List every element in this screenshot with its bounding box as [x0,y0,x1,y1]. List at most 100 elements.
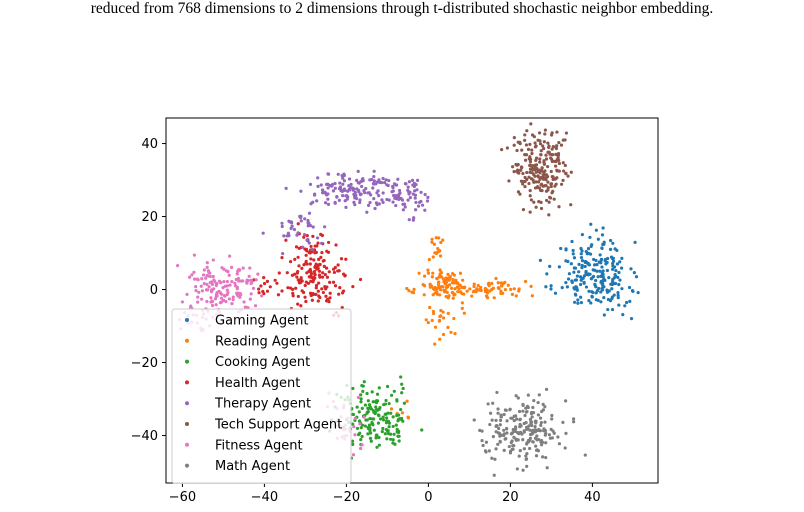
point-math-agent [497,426,501,431]
point-math-agent [488,422,492,427]
point-therapy-agent [372,179,376,183]
point-reading-agent [490,281,494,286]
point-cooking-agent [386,429,390,433]
point-math-agent [481,443,485,448]
point-reading-agent [423,274,427,278]
point-tech-support-agent [551,175,555,179]
point-cooking-agent [359,393,363,397]
legend-label: Therapy Agent [214,397,311,412]
point-tech-support-agent [519,168,523,172]
point-cooking-agent [360,383,364,388]
point-gaming-agent [599,258,603,262]
point-tech-support-agent [533,141,537,145]
point-gaming-agent [590,294,594,298]
point-tech-support-agent [557,169,561,173]
point-math-agent [508,451,513,455]
point-fitness-agent [210,303,215,308]
point-therapy-agent [372,175,376,179]
point-gaming-agent [589,277,593,281]
point-fitness-agent [221,286,225,290]
point-math-agent [486,402,490,406]
point-fitness-agent [243,305,247,309]
point-reading-agent [438,254,443,258]
point-tech-support-agent [520,148,524,152]
point-tech-support-agent [536,185,540,190]
point-fitness-agent [214,303,218,307]
point-fitness-agent [219,292,224,296]
point-tech-support-agent [564,131,569,135]
point-gaming-agent [594,298,598,302]
point-therapy-agent [396,177,400,181]
point-math-agent [539,421,543,425]
point-therapy-agent [310,247,314,252]
point-gaming-agent [566,277,571,281]
point-tech-support-agent [515,148,519,153]
y-tick: 0 [150,283,166,298]
point-gaming-agent [624,300,629,305]
legend-label: Cooking Agent [215,355,310,370]
x-tick-label: 20 [502,490,519,505]
point-reading-agent [486,296,490,300]
point-health-agent [304,299,308,304]
point-health-agent [291,294,295,298]
point-reading-agent [455,281,459,285]
point-cooking-agent [355,405,359,409]
point-health-agent [262,281,267,286]
x-tick-label: −60 [169,490,196,505]
point-math-agent [544,455,548,460]
point-cooking-agent [370,390,374,394]
point-fitness-agent [236,276,241,281]
point-fitness-agent [230,280,234,284]
point-math-agent [544,441,548,445]
point-gaming-agent [600,233,605,237]
point-therapy-agent [414,200,418,205]
point-gaming-agent [602,313,606,317]
point-reading-agent [479,288,483,293]
points-layer [176,122,640,477]
point-reading-agent [460,301,464,305]
point-therapy-agent [338,181,342,185]
point-health-agent [304,259,308,263]
point-fitness-agent [197,290,201,294]
point-gaming-agent [594,291,598,295]
point-math-agent [529,420,534,424]
point-therapy-agent [325,193,329,197]
y-tick-label: 0 [150,283,158,298]
point-health-agent [326,250,331,254]
point-tech-support-agent [525,170,529,175]
point-gaming-agent [588,272,592,276]
point-health-agent [317,294,321,298]
point-cooking-agent [397,434,401,438]
point-reading-agent [438,293,442,297]
point-cooking-agent [366,432,370,436]
point-tech-support-agent [510,165,515,169]
point-health-agent [326,240,331,245]
point-gaming-agent [629,267,633,271]
point-math-agent [526,393,530,397]
point-math-agent [510,447,514,451]
point-math-agent [521,409,525,413]
point-reading-agent [421,283,425,287]
legend-label: Gaming Agent [215,314,308,329]
point-fitness-agent [352,425,356,429]
point-reading-agent [417,271,421,275]
point-reading-agent [400,411,404,415]
point-math-agent [494,430,498,434]
point-cooking-agent [369,439,373,443]
point-health-agent [321,290,325,295]
point-tech-support-agent [538,171,542,175]
point-math-agent [538,416,543,420]
point-health-agent [297,246,301,250]
point-math-agent [472,418,476,422]
point-health-agent [285,271,289,275]
point-health-agent [309,279,313,283]
legend-marker [185,401,189,406]
point-cooking-agent [372,428,376,432]
point-gaming-agent [573,266,578,270]
point-health-agent [338,286,342,290]
point-gaming-agent [574,285,578,289]
point-gaming-agent [588,235,592,239]
point-reading-agent [437,236,441,240]
point-gaming-agent [598,253,602,257]
point-tech-support-agent [530,148,534,152]
